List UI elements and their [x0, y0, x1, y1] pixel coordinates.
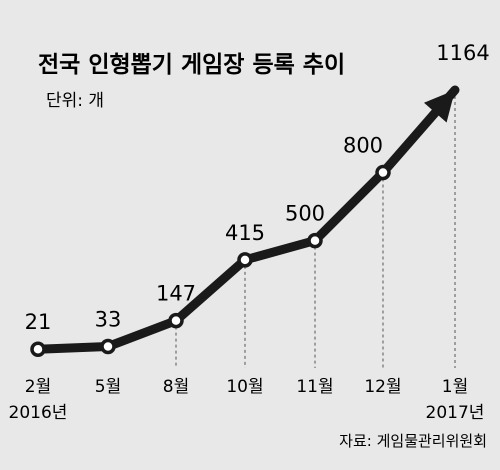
data-point-3: [237, 252, 253, 268]
data-point-2: [168, 312, 184, 329]
data-point-4: [307, 232, 323, 249]
value-label-5: 800: [343, 134, 383, 158]
chart-title: 전국 인형뽑기 게임장 등록 추이: [38, 52, 345, 78]
guide-lines: [175, 90, 456, 368]
x-tick-label-3: 10월: [226, 377, 263, 397]
x-tick-label-1: 5월: [95, 377, 121, 397]
year-label-0: 2016년: [9, 403, 68, 423]
x-tick-label-2: 8월: [163, 377, 189, 397]
value-label-0: 21: [25, 310, 52, 334]
value-label-1: 33: [95, 308, 122, 332]
data-points: [30, 164, 391, 357]
x-tick-labels: 2월 5월 8월 10월 11월 12월 1월 2016년 2017년: [9, 377, 485, 423]
value-labels: 21 33 147 415 500 800 1164: [25, 41, 490, 334]
unit-label: 단위: 개: [46, 91, 104, 111]
x-tick-label-5: 12월: [364, 377, 401, 397]
data-point-0: [30, 341, 46, 357]
arrow-head-icon: [423, 90, 455, 123]
source-note: 자료: 게임물관리위원회: [339, 432, 487, 450]
value-label-4: 500: [285, 202, 325, 226]
value-label-2: 147: [156, 282, 196, 306]
x-tick-label-6: 1월: [442, 377, 468, 397]
value-label-6: 1164: [436, 41, 489, 65]
x-tick-label-0: 2월: [25, 377, 51, 397]
x-tick-label-4: 11월: [296, 377, 333, 397]
data-point-1: [100, 338, 116, 355]
value-label-3: 415: [225, 221, 265, 245]
data-point-5: [375, 164, 391, 181]
year-label-6: 2017년: [426, 403, 485, 423]
